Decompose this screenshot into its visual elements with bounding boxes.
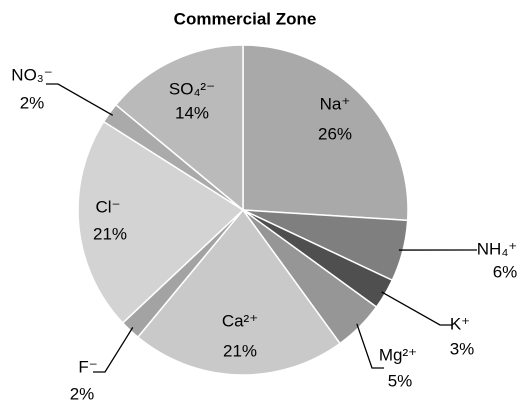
pie-slice (242, 44, 409, 222)
slice-label: Cl⁻ (95, 197, 120, 216)
slice-label: Na⁺ (320, 94, 351, 113)
leader-line (381, 291, 452, 326)
slice-value-label: 21% (93, 224, 127, 243)
slice-label: Ca²⁺ (222, 311, 258, 330)
slice-label: NH₄⁺ (477, 239, 517, 258)
pie-slice (136, 208, 342, 376)
slice-value-label: 6% (493, 262, 518, 281)
slice-label: Mg²⁺ (379, 345, 417, 364)
slice-value-label: 21% (223, 341, 257, 360)
leader-line (46, 83, 114, 116)
pie-slice (114, 44, 244, 212)
leader-line (93, 327, 134, 373)
leader-line (356, 323, 384, 369)
slice-value-label: 2% (20, 93, 45, 112)
slice-value-label: 14% (175, 103, 209, 122)
slice-label: SO₄²⁻ (169, 79, 215, 98)
pie-slice (77, 120, 245, 325)
slice-value-label: 2% (70, 384, 95, 402)
slice-value-label: 26% (318, 124, 352, 143)
slice-label: NO₃⁻ (11, 65, 52, 84)
slice-label: K⁺ (450, 314, 470, 333)
slice-value-label: 3% (450, 339, 475, 358)
slice-label: F⁻ (78, 357, 97, 376)
chart-title: Commercial Zone (174, 9, 317, 28)
slice-value-label: 5% (388, 371, 413, 390)
